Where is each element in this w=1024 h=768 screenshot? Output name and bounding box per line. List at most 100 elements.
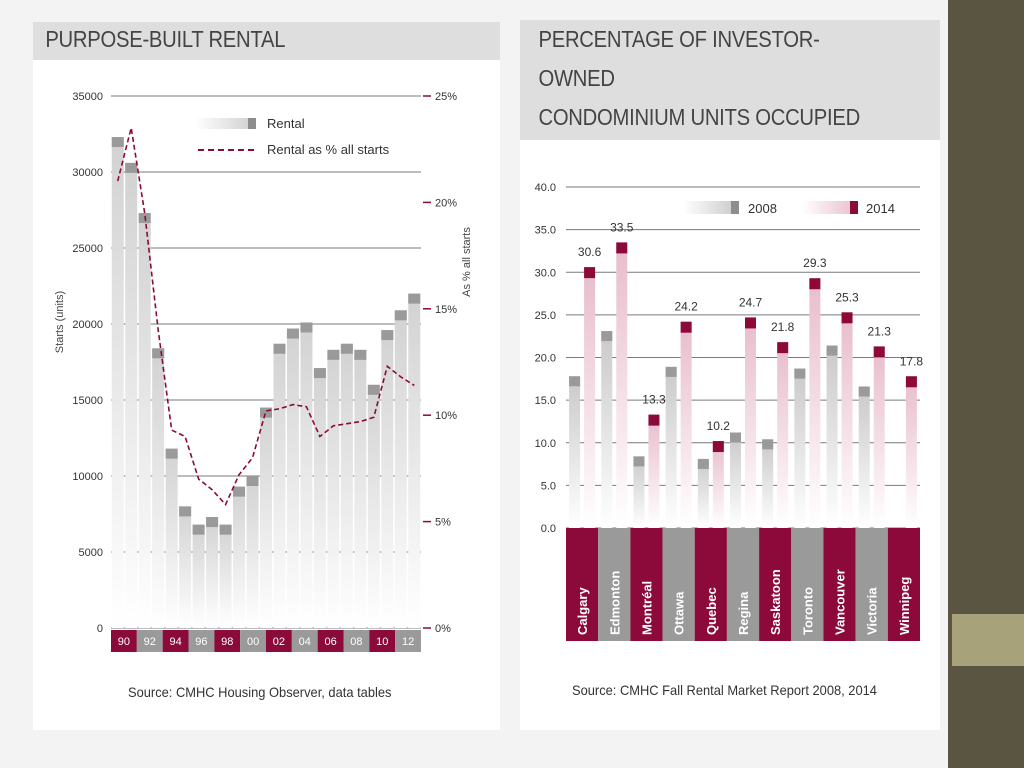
right-panel-source: Source: CMHC Fall Rental Market Report 2… [572, 682, 877, 698]
category-cell [759, 528, 792, 641]
x-label-cell [111, 630, 137, 652]
rental-bar-cap [354, 349, 367, 360]
category-label: Regina [736, 591, 751, 635]
legend-2014-label: 2014 [866, 201, 895, 216]
x-label-cell [188, 630, 215, 652]
y2-tick-label: 0% [435, 623, 451, 635]
bar-2008-cap [665, 366, 677, 377]
legend-2008-swatch [683, 201, 739, 214]
y-tick-label: 35000 [72, 91, 103, 103]
y-tick-label: 10.0 [535, 438, 556, 450]
category-cell [726, 528, 760, 641]
bar-2014 [777, 342, 789, 528]
y-tick-label: 0 [97, 623, 103, 635]
category-label: Montréal [639, 581, 654, 635]
rental-bar-cap [165, 448, 178, 459]
bar-2008 [601, 331, 613, 528]
bar-2008 [826, 345, 838, 528]
legend-2008-label: 2008 [748, 201, 777, 216]
category-cell [855, 528, 888, 641]
rental-bar-cap [408, 293, 421, 304]
rental-bar [246, 476, 259, 628]
rental-bar-cap [233, 486, 246, 497]
rental-bar-cap [260, 407, 272, 418]
bar-2014-data-label: 13.3 [642, 393, 666, 407]
bar-2014 [841, 312, 853, 528]
category-cell [887, 528, 920, 641]
x-tick-label: 98 [221, 636, 233, 648]
rental-bar [152, 348, 165, 628]
rental-bar [165, 448, 178, 628]
x-label-cell [317, 630, 344, 652]
category-label: Vancouver [833, 569, 848, 635]
rental-bar [340, 343, 353, 628]
rental-bar [367, 384, 380, 628]
category-cell [598, 528, 631, 641]
x-tick-label: 90 [118, 636, 130, 648]
x-tick-label: 12 [402, 636, 414, 648]
rental-bar-cap [206, 517, 219, 528]
y-tick-label: 30.0 [535, 267, 556, 279]
bar-2008-cap [730, 432, 741, 443]
x-tick-label: 92 [144, 636, 156, 648]
rental-bar [313, 368, 326, 628]
left-panel-source: Source: CMHC Housing Observer, data tabl… [128, 684, 392, 700]
rental-bar-cap [286, 328, 299, 339]
category-label: Quebec [704, 587, 719, 635]
x-label-cell [136, 630, 163, 652]
x-label-cell [369, 630, 396, 652]
bar-2014 [745, 317, 756, 528]
x-tick-label: 04 [299, 636, 311, 648]
rental-bar [233, 486, 246, 628]
rental-bar [273, 343, 286, 628]
rental-bar-cap [367, 384, 380, 395]
x-label-cell [162, 630, 189, 652]
bar-2014-cap [648, 414, 660, 426]
bar-2014-data-label: 25.3 [835, 290, 859, 304]
bar-2014 [873, 346, 885, 528]
x-tick-label: 94 [169, 636, 181, 648]
y-tick-label: 40.0 [535, 182, 556, 194]
bar-2008-cap [569, 376, 581, 387]
y-tick-label: 5.0 [541, 480, 556, 492]
bar-2008-cap [633, 456, 645, 467]
y-tick-label: 25.0 [535, 310, 556, 322]
bar-2014-cap [841, 312, 853, 324]
rental-bar [192, 524, 205, 628]
bar-2014 [584, 267, 596, 528]
rental-bar-cap [381, 330, 394, 341]
category-label: Toronto [800, 587, 815, 635]
bar-2014-cap [777, 342, 789, 354]
category-cell [662, 528, 695, 641]
rental-bar [138, 213, 151, 629]
rental-bar-cap [340, 343, 353, 354]
bar-2014 [712, 441, 724, 528]
rental-pct-line [116, 127, 415, 507]
bar-2014-data-label: 30.6 [578, 245, 602, 259]
y2-tick-label: 25% [435, 91, 457, 103]
bar-2008-cap [762, 439, 774, 450]
bar-2014-cap [616, 242, 628, 254]
legend-pct-label: Rental as % all starts [267, 142, 390, 157]
rental-bar [260, 407, 272, 628]
y-tick-label: 25000 [72, 243, 103, 255]
bar-2014 [905, 376, 917, 528]
category-label: Victoria [865, 587, 880, 635]
x-label-cell [395, 630, 421, 652]
rental-bar-cap [246, 476, 259, 486]
bar-2008 [762, 439, 774, 528]
rental-bar-cap [152, 348, 165, 359]
bar-2014-cap [809, 278, 821, 290]
rental-bar-cap [327, 349, 340, 360]
category-cell [823, 528, 856, 641]
bar-2008 [730, 432, 741, 528]
bar-2008 [665, 366, 677, 528]
rental-bar [300, 322, 313, 628]
rental-bar [206, 517, 219, 628]
rental-bar-cap [313, 368, 326, 379]
bar-2014-cap [905, 376, 917, 388]
y2-tick-label: 5% [435, 517, 451, 529]
bar-2014-data-label: 21.8 [771, 320, 795, 334]
